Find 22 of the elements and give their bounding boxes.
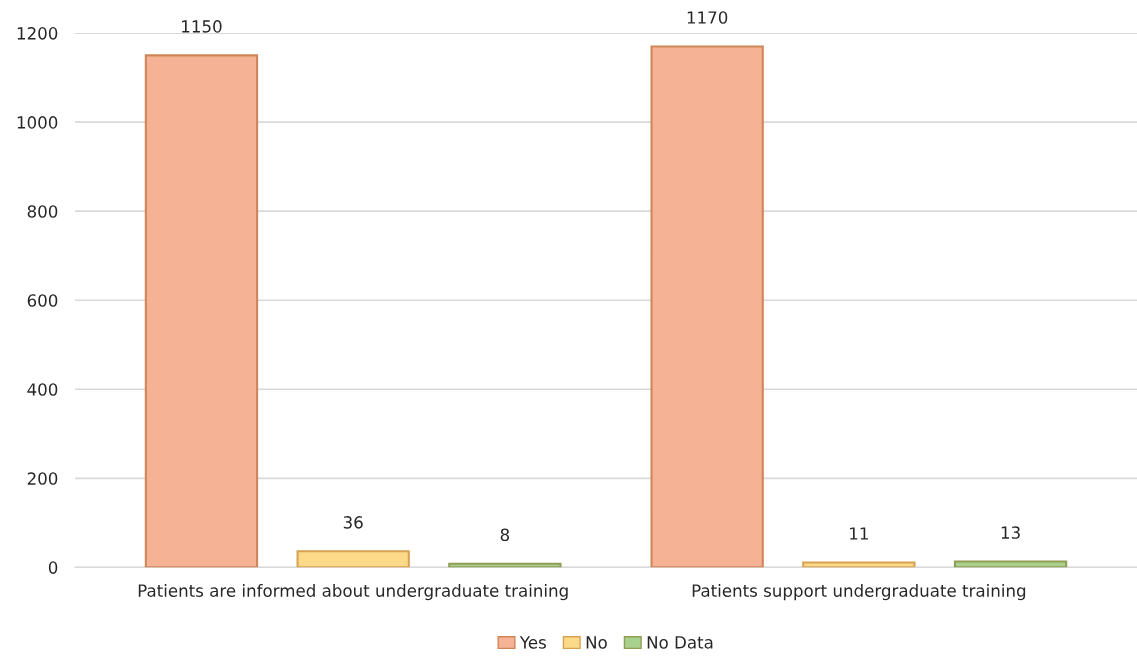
y-tick-label: 400 [27, 383, 58, 396]
y-tick-label: 0 [48, 561, 58, 574]
bar [802, 561, 916, 568]
legend-label: No Data [647, 636, 713, 649]
bar [650, 45, 764, 568]
y-tick-label: 1200 [17, 27, 58, 40]
x-tick-label: Patients support undergraduate training [692, 584, 1026, 601]
legend-label: No [586, 636, 607, 649]
y-tick-label: 800 [27, 205, 58, 218]
data-label: 36 [343, 516, 363, 529]
data-label: 1150 [182, 20, 222, 33]
legend-label: Yes [519, 636, 546, 649]
x-tick-label: Patients are informed about undergraduate training [138, 584, 568, 601]
data-label: 8 [500, 528, 510, 542]
y-tick-label: 1000 [17, 116, 58, 129]
bar [296, 550, 410, 568]
data-label: 1170 [687, 11, 728, 24]
data-label: 11 [850, 527, 868, 540]
y-tick-label: 200 [27, 472, 58, 485]
bar [144, 54, 259, 568]
y-tick-label: 600 [27, 294, 58, 307]
data-label: 13 [1001, 526, 1020, 539]
